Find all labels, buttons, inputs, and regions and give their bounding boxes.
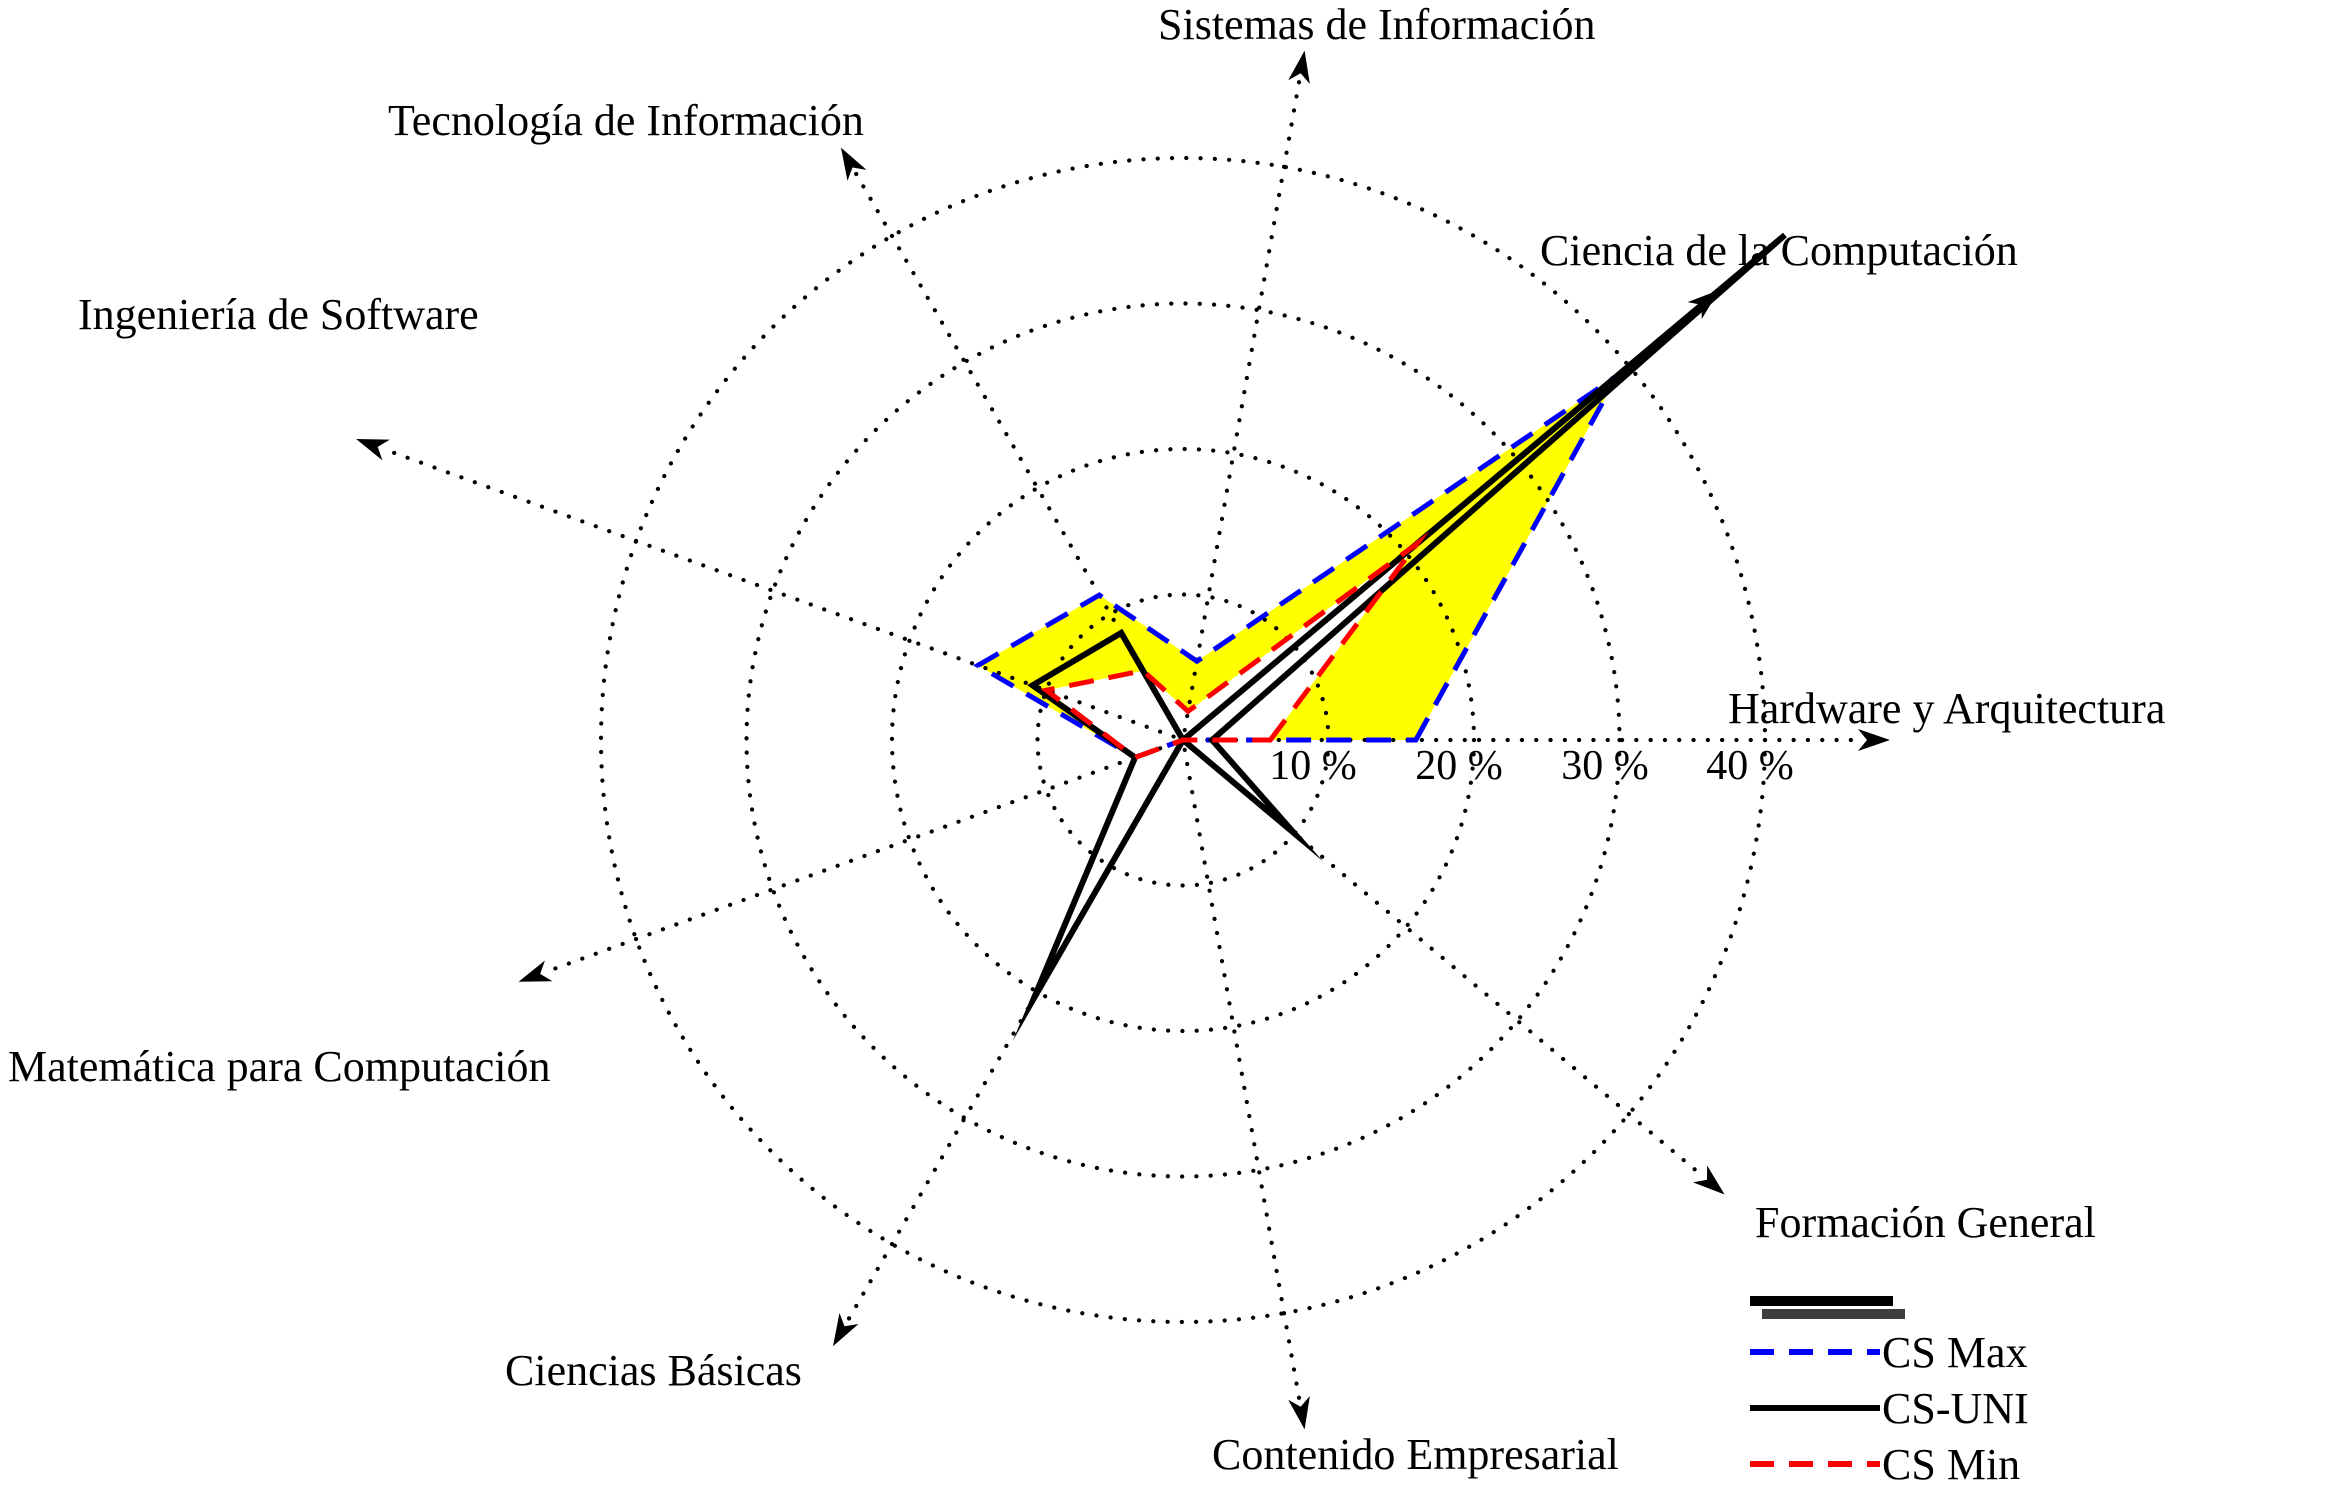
- axis-spoke-6: [845, 746, 1181, 1323]
- axis-label-ciencias-basicas: Ciencias Básicas: [505, 1346, 802, 1395]
- series-cs-min: [1040, 531, 1430, 761]
- axis-arrow-icon-5: [518, 960, 553, 982]
- legend-label-cs-uni: CS-UNI: [1882, 1383, 2029, 1433]
- radial-tick-30: 30 %: [1561, 743, 1649, 789]
- legend-line-cs-max-sample: [1750, 1349, 1880, 1355]
- legend-line-cs-min-sample: [1750, 1461, 1880, 1467]
- axis-arrow-icon-2: [1288, 50, 1310, 85]
- axis-label-matematica-para-computacion: Matemática para Computación: [8, 1042, 551, 1091]
- legend-bar-black: [1750, 1296, 1893, 1306]
- axis-spoke-5: [544, 741, 1176, 974]
- axis-spoke-2: [1182, 78, 1302, 733]
- legend-line-cs-uni-sample: [1750, 1405, 1880, 1411]
- legend-label-cs-max: CS Max: [1882, 1327, 2028, 1377]
- radial-tick-10: 10 %: [1269, 743, 1357, 789]
- axis-label-ingenieria-de-software: Ingeniería de Software: [78, 290, 479, 339]
- radial-tick-20: 20 %: [1415, 743, 1503, 789]
- legend-item-cs-min: CS Min: [1750, 1439, 2029, 1489]
- grid-circle-30: [744, 301, 1622, 1179]
- axis-arrow-icon-6: [833, 1312, 859, 1347]
- axis-arrow-icon-7: [1288, 1395, 1310, 1430]
- radial-tick-40: 40 %: [1706, 743, 1794, 789]
- axis-spoke-8: [1188, 744, 1704, 1178]
- axis-label-contenido-empresarial: Contenido Empresarial: [1212, 1430, 1619, 1479]
- legend-item-cs-max: CS Max: [1750, 1327, 2029, 1377]
- legend-label-cs-min: CS Min: [1882, 1439, 2021, 1489]
- axis-label-sistemas-de-informacion: Sistemas de Información: [1158, 0, 1596, 49]
- grid-circle-20: [889, 446, 1477, 1034]
- axis-arrow-icon-0: [1858, 729, 1890, 751]
- axis-arrow-icon-4: [356, 439, 390, 461]
- axis-spoke-4: [382, 447, 1176, 739]
- axis-arrow-icon-8: [1693, 1165, 1725, 1195]
- axis-label-ciencia-de-la-computacion: Ciencia de la Computación: [1540, 226, 2018, 275]
- axis-spoke-7: [1182, 747, 1302, 1402]
- legend-item-cs-uni: CS-UNI: [1750, 1383, 2029, 1433]
- legend-bar-gray: [1762, 1309, 1905, 1319]
- axis-label-formacion-general: Formación General: [1755, 1198, 2096, 1247]
- legend: CS Max CS-UNI CS Min: [1750, 1296, 2029, 1489]
- axis-label-hardware-y-arquitectura: Hardware y Arquitectura: [1728, 684, 2166, 733]
- axis-label-tecnologia-de-informacion: Tecnología de Información: [388, 96, 864, 145]
- axis-arrow-icon-3: [841, 147, 867, 181]
